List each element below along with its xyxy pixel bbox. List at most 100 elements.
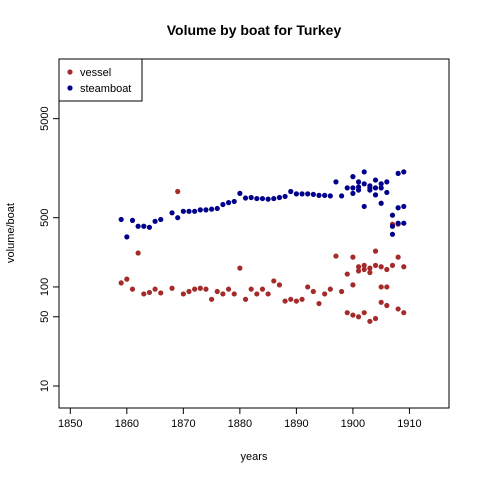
data-point-steamboat: [220, 201, 226, 208]
data-point-steamboat: [305, 191, 311, 197]
data-point-vessel: [141, 291, 147, 297]
data-point-steamboat: [372, 192, 379, 198]
data-point-steamboat: [293, 191, 299, 197]
data-point-steamboat: [401, 203, 407, 210]
chart-title: Volume by boat for Turkey: [167, 22, 342, 38]
data-point-steamboat: [288, 188, 294, 195]
y-axis-label: volume/boat: [5, 203, 17, 263]
data-point-steamboat: [372, 177, 379, 183]
legend-marker-steamboat: [67, 85, 73, 91]
data-point-steamboat: [378, 185, 384, 191]
data-point-steamboat: [355, 187, 362, 193]
data-point-steamboat: [361, 203, 367, 210]
data-point-vessel: [118, 280, 124, 286]
data-point-vessel: [288, 296, 294, 302]
data-point-steamboat: [180, 208, 186, 214]
data-point-steamboat: [350, 190, 356, 196]
data-point-steamboat: [158, 216, 164, 223]
data-point-vessel: [344, 271, 350, 277]
x-tick-label: 1850: [58, 418, 82, 430]
data-point-steamboat: [339, 193, 345, 199]
data-point-steamboat: [203, 207, 209, 213]
data-point-vessel: [361, 262, 367, 269]
legend-label-steamboat: steamboat: [80, 83, 131, 95]
x-tick-label: 1880: [228, 418, 252, 430]
data-point-steamboat: [389, 212, 396, 218]
data-point-vessel: [220, 291, 226, 297]
y-tick-label: 5000: [39, 106, 51, 130]
data-point-steamboat: [344, 185, 350, 191]
data-point-vessel: [276, 282, 283, 288]
data-point-vessel: [327, 286, 333, 292]
data-point-steamboat: [135, 223, 141, 229]
data-point-vessel: [225, 286, 232, 292]
legend-label-vessel: vessel: [80, 67, 111, 79]
x-tick-label: 1890: [284, 418, 308, 430]
data-point-vessel: [322, 291, 328, 297]
data-point-steamboat: [361, 169, 367, 175]
data-point-steamboat: [276, 194, 283, 201]
data-point-vessel: [231, 291, 237, 297]
data-point-vessel: [395, 254, 401, 260]
data-point-vessel: [350, 282, 356, 288]
data-point-vessel: [271, 278, 277, 284]
data-point-steamboat: [209, 206, 215, 212]
data-point-vessel: [265, 291, 271, 297]
data-point-vessel: [152, 286, 158, 292]
x-tick-label: 1910: [397, 418, 421, 430]
data-point-vessel: [214, 288, 220, 295]
data-point-vessel: [248, 286, 254, 292]
data-point-steamboat: [231, 198, 237, 205]
data-point-vessel: [259, 286, 266, 292]
data-point-vessel: [124, 276, 130, 282]
data-point-steamboat: [378, 181, 384, 187]
data-point-steamboat: [169, 210, 175, 216]
data-point-vessel: [355, 314, 362, 320]
data-point-vessel: [372, 248, 379, 254]
data-point-steamboat: [254, 195, 260, 202]
data-point-steamboat: [237, 190, 243, 196]
data-point-steamboat: [367, 187, 373, 193]
data-point-steamboat: [259, 195, 266, 202]
data-point-steamboat: [372, 185, 379, 191]
data-point-vessel: [310, 288, 316, 295]
data-point-vessel: [242, 296, 249, 302]
data-point-vessel: [158, 290, 164, 296]
legend: vessel steamboat: [58, 58, 143, 102]
data-point-vessel: [146, 289, 153, 296]
data-point-steamboat: [395, 220, 401, 226]
data-point-vessel: [333, 253, 339, 259]
y-tick-label: 100: [39, 278, 51, 296]
data-point-vessel: [169, 285, 175, 291]
data-point-vessel: [378, 299, 384, 305]
data-point-steamboat: [225, 200, 232, 206]
data-point-vessel: [203, 286, 209, 292]
y-axis: 10 50 100 500 5000: [39, 106, 60, 392]
data-point-vessel: [361, 266, 367, 273]
data-point-steamboat: [361, 181, 367, 187]
data-point-vessel: [192, 286, 198, 292]
data-point-steamboat: [350, 185, 356, 191]
data-point-vessel: [237, 265, 243, 271]
data-point-vessel: [395, 306, 401, 312]
data-point-vessel: [372, 315, 379, 322]
data-point-steamboat: [265, 196, 271, 202]
data-point-vessel: [316, 300, 322, 307]
data-point-vessel: [305, 284, 311, 290]
data-point-vessel: [339, 288, 345, 295]
data-point-vessel: [197, 285, 203, 291]
data-point-steamboat: [384, 189, 390, 196]
data-point-steamboat: [141, 223, 147, 229]
data-point-vessel: [367, 269, 373, 276]
data-point-vessel: [254, 291, 260, 297]
data-point-vessel: [355, 264, 362, 270]
data-point-steamboat: [248, 194, 254, 201]
data-points: [118, 169, 407, 324]
data-point-vessel: [135, 250, 141, 256]
data-point-steamboat: [367, 183, 373, 189]
series-steamboat: [118, 169, 407, 240]
x-tick-label: 1900: [341, 418, 365, 430]
data-point-vessel: [361, 310, 367, 316]
y-tick-label: 500: [39, 209, 51, 227]
data-point-steamboat: [299, 191, 305, 197]
